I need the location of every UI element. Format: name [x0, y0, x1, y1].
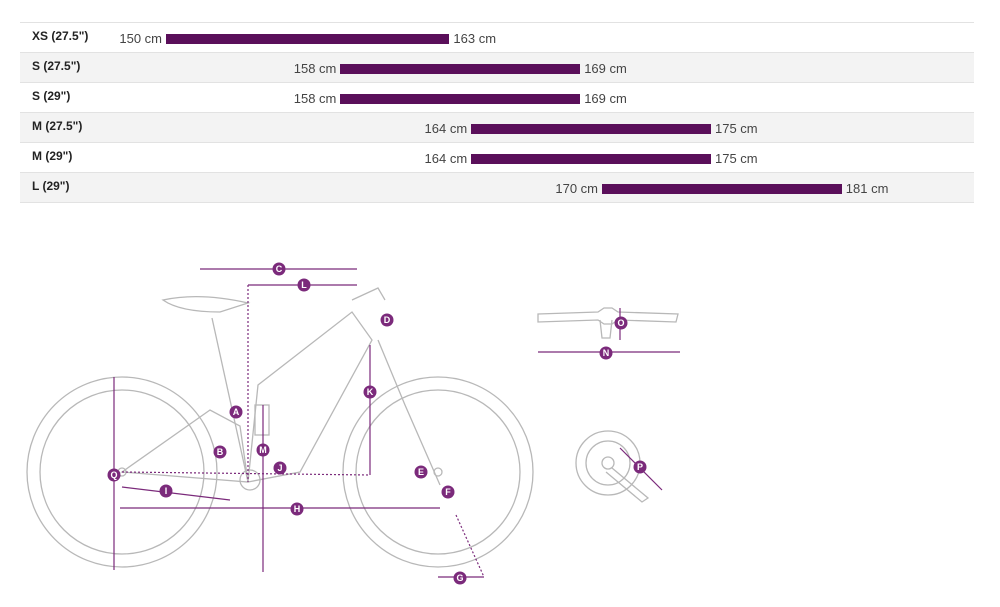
geometry-marker-m: M: [256, 443, 270, 457]
geometry-marker-label: G: [456, 573, 463, 583]
geometry-marker-f: F: [441, 485, 455, 499]
rider-height-size-table: XS (27.5") 150 cm 163 cm S (27.5") 158 cm 169…: [20, 22, 974, 203]
dimension-lines: [113, 268, 680, 578]
size-row: XS (27.5") 150 cm 163 cm: [20, 22, 974, 52]
geometry-marker-j: J: [273, 461, 287, 475]
rider-height-range-bar: [166, 34, 450, 44]
geometry-marker-c: C: [272, 262, 286, 276]
geometry-marker-label: A: [233, 407, 240, 417]
geometry-marker-k: K: [363, 385, 377, 399]
rider-height-max: 169 cm: [584, 61, 627, 76]
handlebar-detail: [537, 307, 679, 339]
size-row: S (29") 158 cm 169 cm: [20, 82, 974, 112]
geometry-marker-label: C: [276, 264, 283, 274]
rider-height-min: 158 cm: [293, 61, 337, 76]
geometry-marker-d: D: [380, 313, 394, 327]
geometry-marker-label: F: [445, 487, 451, 497]
bike-geometry-diagram: A B C D E F G H I J K L M N O P Q: [26, 262, 680, 585]
crank: [239, 469, 261, 491]
geometry-marker-label: D: [384, 315, 391, 325]
chainring-detail: [575, 430, 650, 503]
rider-height-range-bar: [471, 154, 711, 164]
geometry-marker-n: N: [599, 346, 613, 360]
size-label: M (27.5"): [32, 119, 83, 133]
geometry-marker-label: L: [301, 280, 307, 290]
rider-height-min: 158 cm: [293, 91, 337, 106]
geometry-marker-label: J: [277, 463, 282, 473]
geometry-marker-label: K: [367, 387, 374, 397]
shock: [254, 404, 270, 436]
rider-height-range-bar: [602, 184, 842, 194]
geometry-marker-label: E: [418, 467, 424, 477]
geometry-marker-l: L: [297, 278, 311, 292]
size-label: XS (27.5"): [32, 29, 89, 43]
dimension-markers: A B C D E F G H I J K L M N O P Q: [107, 262, 647, 585]
front-wheel: [342, 376, 534, 568]
geometry-marker-p: P: [633, 460, 647, 474]
rear-triangle: [120, 409, 249, 483]
geometry-marker-o: O: [614, 316, 628, 330]
geometry-marker-label: P: [637, 462, 643, 472]
rear-wheel: [26, 376, 218, 568]
geometry-marker-label: Q: [110, 470, 117, 480]
geometry-marker-h: H: [290, 502, 304, 516]
geometry-marker-b: B: [213, 445, 227, 459]
rider-height-range-bar: [340, 94, 581, 104]
geometry-marker-g: G: [453, 571, 467, 585]
seat-tube: [211, 317, 249, 483]
fork: [377, 339, 441, 486]
rider-height-max: 169 cm: [584, 91, 627, 106]
size-label: S (29"): [32, 89, 71, 103]
rider-height-max: 181 cm: [845, 181, 889, 196]
rider-height-range-bar: [471, 124, 711, 134]
geometry-marker-label: B: [217, 447, 224, 457]
rider-height-max: 175 cm: [715, 121, 758, 136]
bike-outline: [26, 287, 534, 568]
geometry-marker-label: M: [259, 445, 267, 455]
saddle: [161, 295, 251, 313]
size-label: L (29"): [32, 179, 70, 193]
size-row: M (29") 164 cm 175 cm: [20, 142, 974, 172]
geometry-marker-label: O: [617, 318, 624, 328]
rider-height-min: 164 cm: [424, 121, 468, 136]
front-triangle: [247, 311, 373, 483]
size-row: S (27.5") 158 cm 169 cm: [20, 52, 974, 82]
rider-height-min: 150 cm: [119, 31, 162, 46]
geometry-marker-q: Q: [107, 468, 121, 482]
rider-height-range-bar: [340, 64, 581, 74]
geometry-marker-a: A: [229, 405, 243, 419]
size-label: M (29"): [32, 149, 73, 163]
rider-height-min: 164 cm: [424, 151, 468, 166]
geometry-marker-label: N: [603, 348, 610, 358]
rider-height-max: 175 cm: [715, 151, 758, 166]
rider-height-max: 163 cm: [453, 31, 497, 46]
geometry-marker-label: I: [165, 486, 168, 496]
geometry-marker-i: I: [159, 484, 173, 498]
size-label: S (27.5"): [32, 59, 81, 73]
rider-height-min: 170 cm: [555, 181, 598, 196]
stem-bar: [351, 287, 386, 301]
geometry-marker-e: E: [414, 465, 428, 479]
size-row: L (29") 170 cm 181 cm: [20, 172, 974, 203]
size-row: M (27.5") 164 cm 175 cm: [20, 112, 974, 142]
geometry-marker-label: H: [294, 504, 301, 514]
